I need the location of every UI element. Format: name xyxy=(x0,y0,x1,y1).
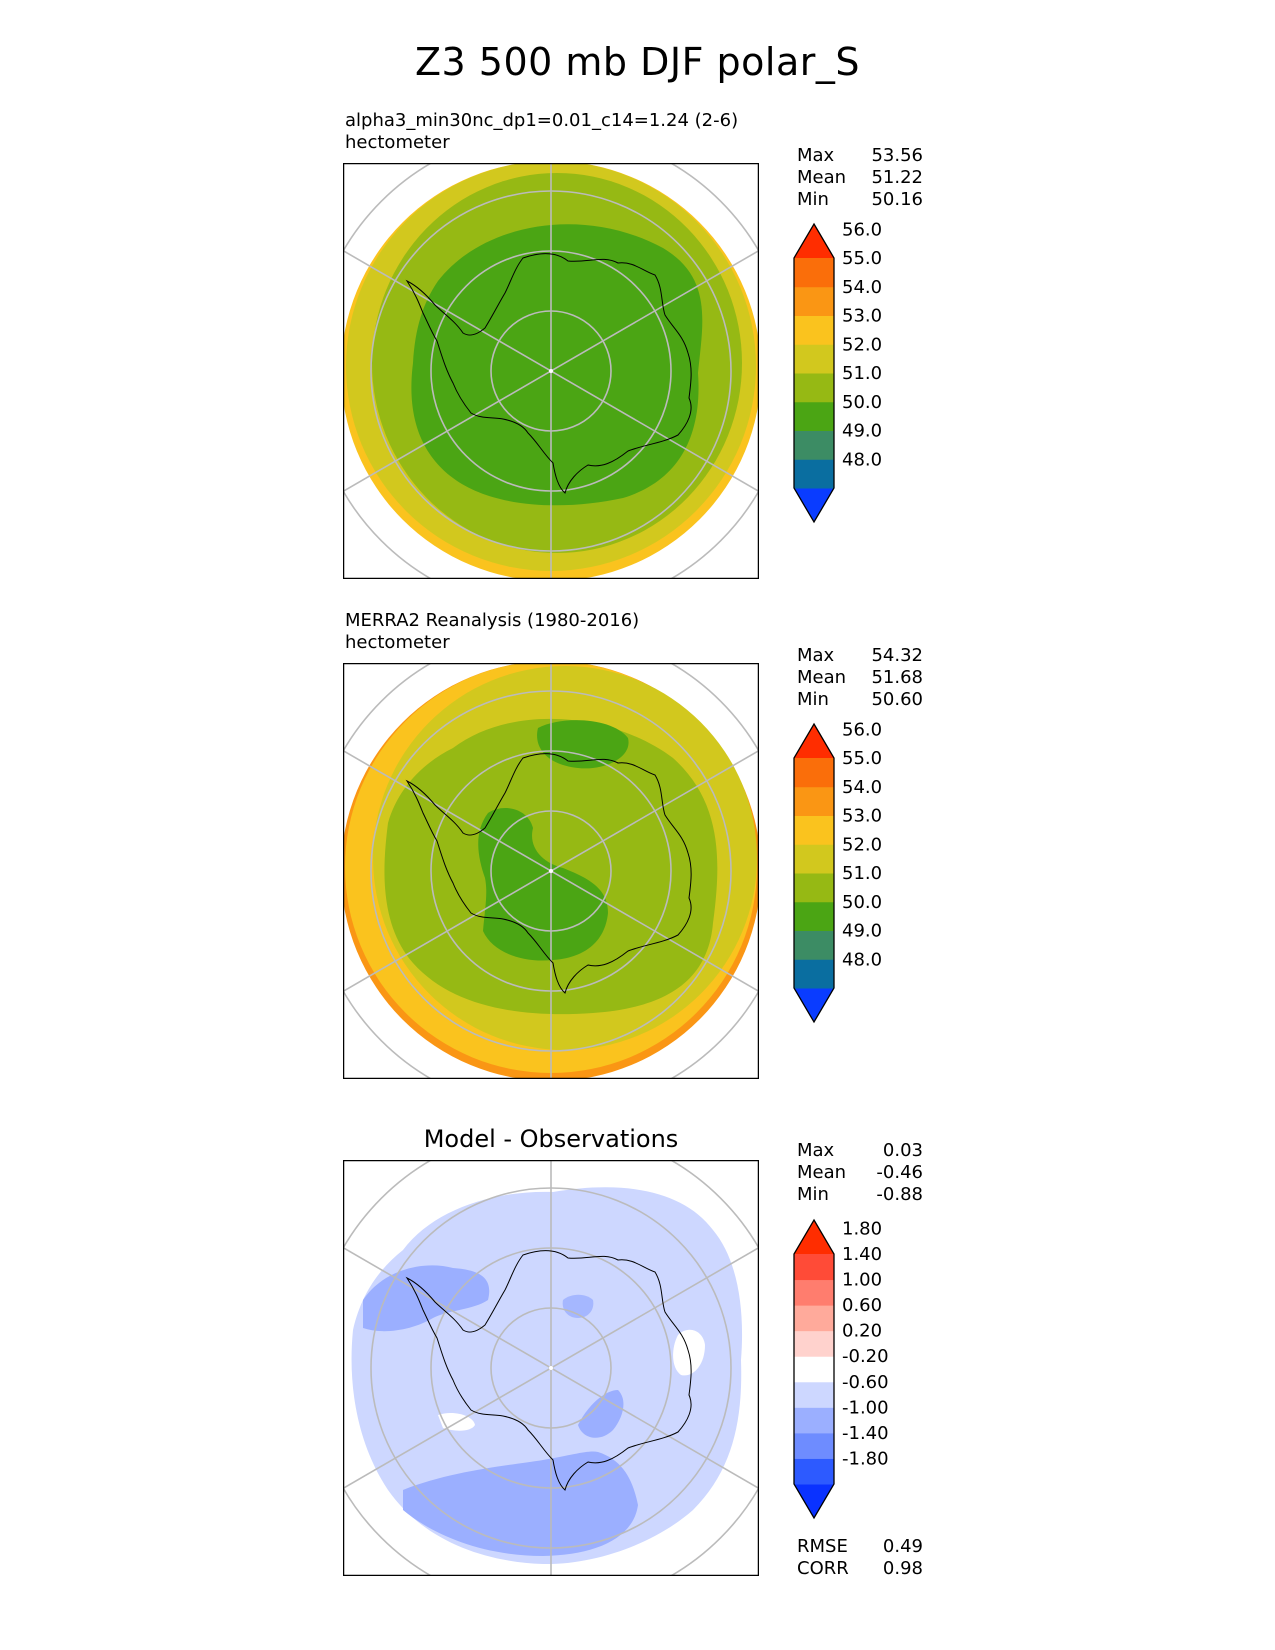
diff-stats: Max 0.03 Mean -0.46 Min -0.88 xyxy=(797,1140,923,1205)
model-stats: Max 53.56 Mean 51.22 Min 50.16 xyxy=(797,145,923,210)
antarctica-coastline xyxy=(405,253,692,494)
obs-panel-title: MERRA2 Reanalysis (1980-2016) hectometer xyxy=(345,610,640,653)
colorbar-segment xyxy=(794,1381,834,1408)
colorbar-segment xyxy=(794,901,834,931)
colorbar-segment xyxy=(794,344,834,374)
colorbar-segment xyxy=(794,1458,834,1485)
colorbar-outline xyxy=(793,1218,835,1520)
antarctica-coastline xyxy=(405,753,692,994)
colorbar-segment xyxy=(794,1330,834,1357)
colorbar-tick-label: 53.0 xyxy=(842,306,882,327)
obs-stats: Max 54.32 Mean 51.68 Min 50.60 xyxy=(797,645,923,710)
colorbar-segment xyxy=(794,258,834,288)
model-polar-map xyxy=(343,163,759,579)
colorbar-segment xyxy=(794,1356,834,1383)
colorbar-segment xyxy=(794,959,834,989)
colorbar-tick-label: -1.00 xyxy=(842,1397,889,1418)
colorbar-segment xyxy=(794,430,834,460)
colorbar-tick-label: 50.0 xyxy=(842,892,882,913)
diff-metrics: RMSE 0.49 CORR 0.98 xyxy=(797,1536,923,1579)
figure-title: Z3 500 mb DJF polar_S xyxy=(415,40,860,84)
colorbar-tick-label: 1.80 xyxy=(842,1218,882,1239)
colorbar-segment xyxy=(794,401,834,431)
colorbar-segment xyxy=(794,1407,834,1434)
colorbar-segment xyxy=(794,1279,834,1306)
colorbar-tick-label: 54.0 xyxy=(842,277,882,298)
model-panel-title: alpha3_min30nc_dp1=0.01_c14=1.24 (2-6) he… xyxy=(345,110,739,153)
colorbar-tick-label: 52.0 xyxy=(842,834,882,855)
colorbar-tick-label: 48.0 xyxy=(842,449,882,470)
colorbar-tick-label: 56.0 xyxy=(842,222,882,240)
diff-panel-title: Model - Observations xyxy=(423,1125,679,1153)
colorbar-segment xyxy=(794,815,834,845)
obs-polar-map xyxy=(343,663,759,1079)
colorbar-segment xyxy=(794,315,834,345)
colorbar-tick-label: 0.20 xyxy=(842,1321,882,1342)
colorbar-tick-label: 1.00 xyxy=(842,1270,882,1291)
colorbar-segment xyxy=(794,844,834,874)
diff-polar-map xyxy=(343,1160,759,1576)
colorbar-tick-label: 0.60 xyxy=(842,1295,882,1316)
colorbar-segment xyxy=(794,1432,834,1459)
colorbar-segment xyxy=(794,459,834,489)
colorbar-tick-label: 54.0 xyxy=(842,777,882,798)
colorbar-tick-label: -0.20 xyxy=(842,1346,889,1367)
colorbar-tick-label: 51.0 xyxy=(842,363,882,384)
colorbar-segment xyxy=(794,873,834,903)
antarctica-coastline xyxy=(405,1250,692,1491)
colorbar-tick-label: 48.0 xyxy=(842,949,882,970)
colorbar-tick-label: -0.60 xyxy=(842,1372,889,1393)
obs-colorbar: 48.0 49.0 50.0 51.0 52.0 53.0 54.0 55.0 56.0 xyxy=(793,722,882,1024)
colorbar-tick-label: 49.0 xyxy=(842,921,882,942)
colorbar-tick-label: -1.40 xyxy=(842,1423,889,1444)
colorbar-tick-label: 51.0 xyxy=(842,863,882,884)
colorbar-under-triangle xyxy=(794,1484,834,1518)
diff-colorbar: -1.80 -1.40 -1.00 -0.60 -0.20 0.20 0.60 1.00 1.4… xyxy=(793,1218,889,1520)
colorbar-tick-label: 55.0 xyxy=(842,248,882,269)
colorbar-tick-label: 56.0 xyxy=(842,722,882,740)
colorbar-over-triangle xyxy=(794,1220,834,1254)
colorbar-segment xyxy=(794,1305,834,1332)
colorbar-under-triangle xyxy=(794,988,834,1022)
colorbar-outline xyxy=(793,722,835,1024)
colorbar-under-triangle xyxy=(794,488,834,522)
colorbar-tick-label: 49.0 xyxy=(842,421,882,442)
model-colorbar: 48.0 49.0 50.0 51.0 52.0 53.0 54.0 55.0 56.0 xyxy=(793,222,882,524)
colorbar-tick-label: 52.0 xyxy=(842,334,882,355)
colorbar-outline xyxy=(793,222,835,524)
colorbar-tick-label: 55.0 xyxy=(842,748,882,769)
colorbar-segment xyxy=(794,286,834,316)
colorbar-tick-label: 50.0 xyxy=(842,392,882,413)
colorbar-tick-label: 1.40 xyxy=(842,1244,882,1265)
colorbar-segment xyxy=(794,786,834,816)
colorbar-segment xyxy=(794,930,834,960)
colorbar-tick-label: -1.80 xyxy=(842,1448,889,1469)
colorbar-tick-label: 53.0 xyxy=(842,806,882,827)
colorbar-segment xyxy=(794,758,834,788)
colorbar-segment xyxy=(794,373,834,403)
colorbar-over-triangle xyxy=(794,724,834,758)
colorbar-over-triangle xyxy=(794,224,834,258)
colorbar-segment xyxy=(794,1254,834,1281)
